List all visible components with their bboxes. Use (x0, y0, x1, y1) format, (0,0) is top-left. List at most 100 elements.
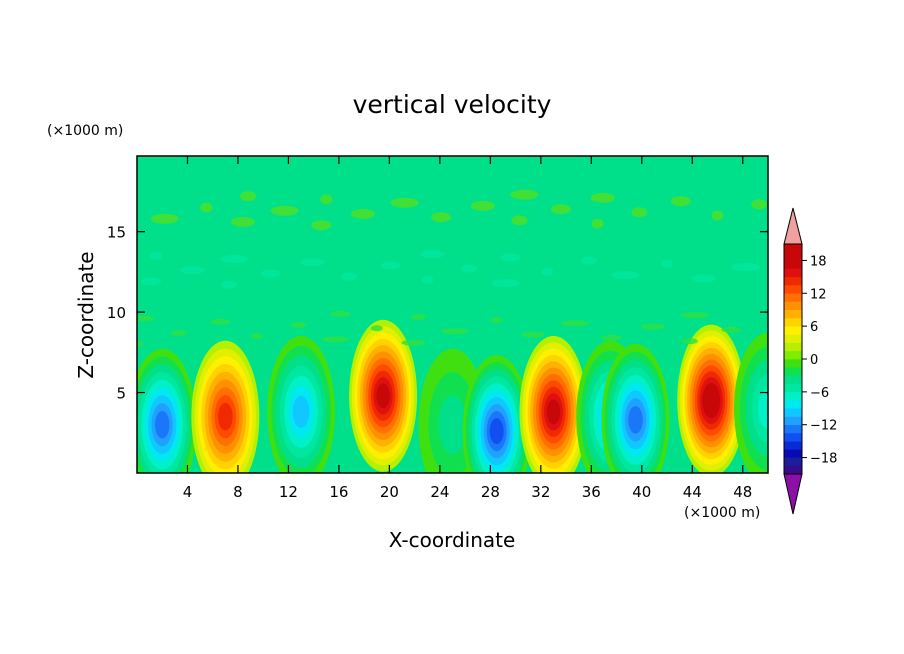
contour-speckle (210, 318, 231, 325)
x-tick-label: 8 (233, 483, 243, 501)
contour-speckle (661, 259, 673, 268)
colorbar-bin (784, 441, 802, 450)
colorbar-bin (784, 391, 802, 401)
colorbar-tick-label: −18 (810, 452, 837, 467)
contour-speckle (560, 320, 589, 327)
x-tick-label: 4 (183, 483, 193, 501)
y-tick-label: 5 (116, 385, 126, 403)
chart-title: vertical velocity (353, 90, 552, 119)
colorbar-tick-label: 12 (810, 287, 827, 302)
colorbar-bin (784, 260, 802, 269)
colorbar-tick-label: 0 (810, 353, 818, 368)
colorbar-bin (784, 293, 802, 302)
contour-speckle (320, 194, 333, 205)
x-tick-label: 44 (683, 483, 702, 501)
contour-region (758, 388, 768, 429)
contour-speckle (721, 326, 742, 333)
contour-region (438, 395, 467, 455)
colorbar-bin (784, 326, 802, 335)
contour-speckle (711, 210, 724, 221)
contour-speckle (149, 251, 162, 260)
contour-speckle (137, 341, 143, 348)
colorbar-under-triangle (783, 473, 803, 515)
colorbar-bin (784, 334, 802, 343)
x-tick-label: 16 (329, 483, 348, 501)
colorbar-bin (784, 457, 802, 467)
contour-region (376, 383, 390, 409)
contour-speckle (350, 208, 375, 219)
y-tick-label: 15 (107, 224, 126, 242)
contour-speckle (521, 331, 546, 338)
colorbar-bin (784, 416, 802, 426)
colorbar-bin (784, 252, 802, 261)
contour-speckle (681, 338, 698, 345)
colorbar-bin (784, 342, 802, 352)
contour-speckle (510, 189, 539, 200)
contour-speckle (200, 202, 213, 213)
contour-speckle (401, 339, 426, 346)
contour-speckle (680, 312, 709, 319)
contour-speckle (150, 213, 179, 224)
y-tick-label: 10 (107, 304, 126, 322)
colorbar-bin (784, 317, 802, 327)
colorbar-bin (784, 432, 802, 442)
plot-area (137, 156, 768, 473)
contour-speckle (240, 191, 257, 202)
colorbar-bin (784, 465, 802, 475)
contour-speckle (321, 336, 350, 343)
heatmap-layer (137, 189, 768, 473)
contour-speckle (601, 334, 622, 341)
contour-speckle (500, 253, 521, 262)
contour-speckle (460, 264, 477, 273)
contour-speckle (691, 274, 716, 283)
contour-speckle (180, 266, 205, 275)
x-tick-label: 48 (733, 483, 752, 501)
contour-speckle (641, 323, 666, 330)
contour-speckle (511, 215, 528, 226)
contour-speckle (580, 256, 597, 265)
colorbar-bin (784, 350, 802, 360)
colorbar-tick-label: −12 (810, 419, 837, 434)
contour-speckle (341, 272, 357, 281)
colorbar-bin (784, 309, 802, 319)
contour-region (628, 406, 643, 434)
colorbar-bin (784, 449, 802, 458)
contour-region (154, 410, 170, 439)
colorbar-bin (784, 375, 802, 384)
contour-speckle (441, 328, 469, 335)
contour-speckle (220, 255, 249, 263)
colorbar-bin (784, 383, 802, 393)
contour-speckle (137, 315, 154, 322)
x-axis-label: X-coordinate (389, 528, 516, 552)
contour-speckle (490, 317, 503, 324)
colorbar-bin (784, 276, 802, 286)
contour-speckle (300, 258, 325, 267)
contour-speckle (410, 313, 427, 320)
y-unit-label: (×1000 m) (47, 123, 123, 139)
contour-region (218, 402, 233, 431)
contour-speckle (311, 220, 332, 231)
contour-region (489, 418, 504, 445)
contour-speckle (541, 267, 554, 276)
colorbar-bin (784, 424, 802, 434)
x-axis: 4 8 12 16 20 24 28 32 36 40 44 48 (183, 156, 752, 501)
contour-speckle (330, 310, 351, 317)
contour-region (704, 388, 718, 413)
x-tick-label: 24 (430, 483, 449, 501)
contour-speckle (390, 197, 419, 208)
contour-speckle (421, 275, 434, 284)
contour-speckle (590, 192, 615, 203)
colorbar-bin (784, 400, 802, 409)
contour-speckle (370, 325, 383, 332)
contour-speckle (591, 218, 604, 229)
colorbar-bin (784, 244, 802, 253)
contour-speckle (751, 199, 768, 210)
contour-speckle (431, 212, 452, 223)
contour-speckle (170, 330, 187, 336)
x-tick-label: 28 (481, 483, 500, 501)
colorbar-bin (784, 367, 802, 376)
contour-speckle (491, 279, 520, 288)
contour-speckle (221, 280, 238, 289)
x-tick-label: 36 (582, 483, 601, 501)
